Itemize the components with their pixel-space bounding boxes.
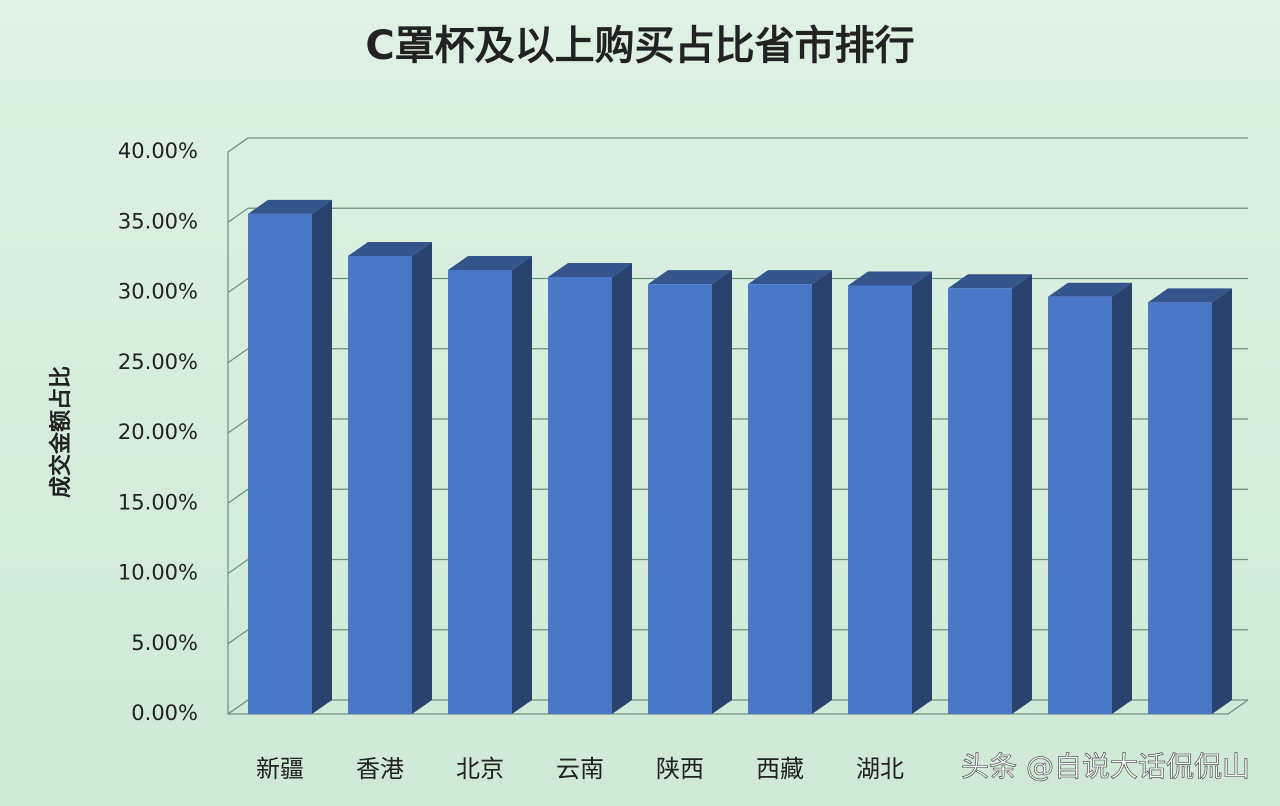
bar-side [712,270,732,714]
bar-top [648,270,732,285]
chart-title: C罩杯及以上购买占比省市排行 [365,23,914,69]
bar-front [848,285,912,714]
bar-front [348,255,412,714]
bar-top [748,270,832,285]
bar [648,270,732,714]
x-tick-label: 香港 [356,755,404,783]
bar [248,199,332,714]
bar-front [1148,302,1212,714]
y-tick-label: 15.00% [118,490,198,514]
bar [848,271,932,714]
bar-front [648,284,712,714]
bar-top [948,274,1032,289]
y-tick-label: 25.00% [118,350,198,374]
bar-side [1012,274,1032,714]
x-tick-label: 北京 [456,755,504,783]
bar-top [448,256,532,271]
bar [948,274,1032,714]
y-tick-label: 20.00% [118,420,198,444]
bar-side [412,241,432,714]
bar-top [1048,282,1132,297]
watermark: 头条 @自说大话侃侃山 [961,750,1250,783]
plot: 0.00% 5.00% 10.00% 15.00% 20.00% 25.00% 30.00%… [118,137,1249,783]
bar [348,241,432,714]
bar-top [1148,288,1232,303]
y-tick-label: 30.00% [118,280,198,304]
bar-side [1112,282,1132,714]
axis-line [227,137,1249,715]
bar-top [248,199,332,214]
bar-front [748,284,812,714]
bar [548,263,632,714]
y-tick-label: 35.00% [118,209,198,233]
y-tick-label: 5.00% [131,631,198,655]
bar-top [548,263,632,278]
bar-side [812,270,832,714]
y-tick-label: 40.00% [118,139,198,163]
bar-side [912,271,932,714]
bar-front [948,288,1012,714]
grid-line [227,207,1248,223]
y-tick-label: 0.00% [131,701,198,725]
bar [448,256,532,714]
y-axis-label: 成交金额占比 [48,366,74,498]
x-tick-label: 新疆 [256,755,304,783]
bar-side [612,263,632,714]
y-tick-label: 10.00% [118,561,198,585]
bar [748,270,832,714]
bar-side [312,199,332,714]
x-tick-label: 云南 [556,755,604,783]
bar-side [1212,288,1232,714]
bar-front [448,270,512,714]
bar-front [548,277,612,714]
bar-front [1048,296,1112,714]
bar-front [248,213,312,714]
bar [1148,288,1232,714]
x-tick-label: 西藏 [756,755,804,783]
bar-top [348,241,432,256]
bar-top [848,271,932,286]
bar [1048,282,1132,714]
x-tick-label: 湖北 [856,755,904,783]
bar-side [512,256,532,714]
x-tick-label: 陕西 [656,755,704,783]
